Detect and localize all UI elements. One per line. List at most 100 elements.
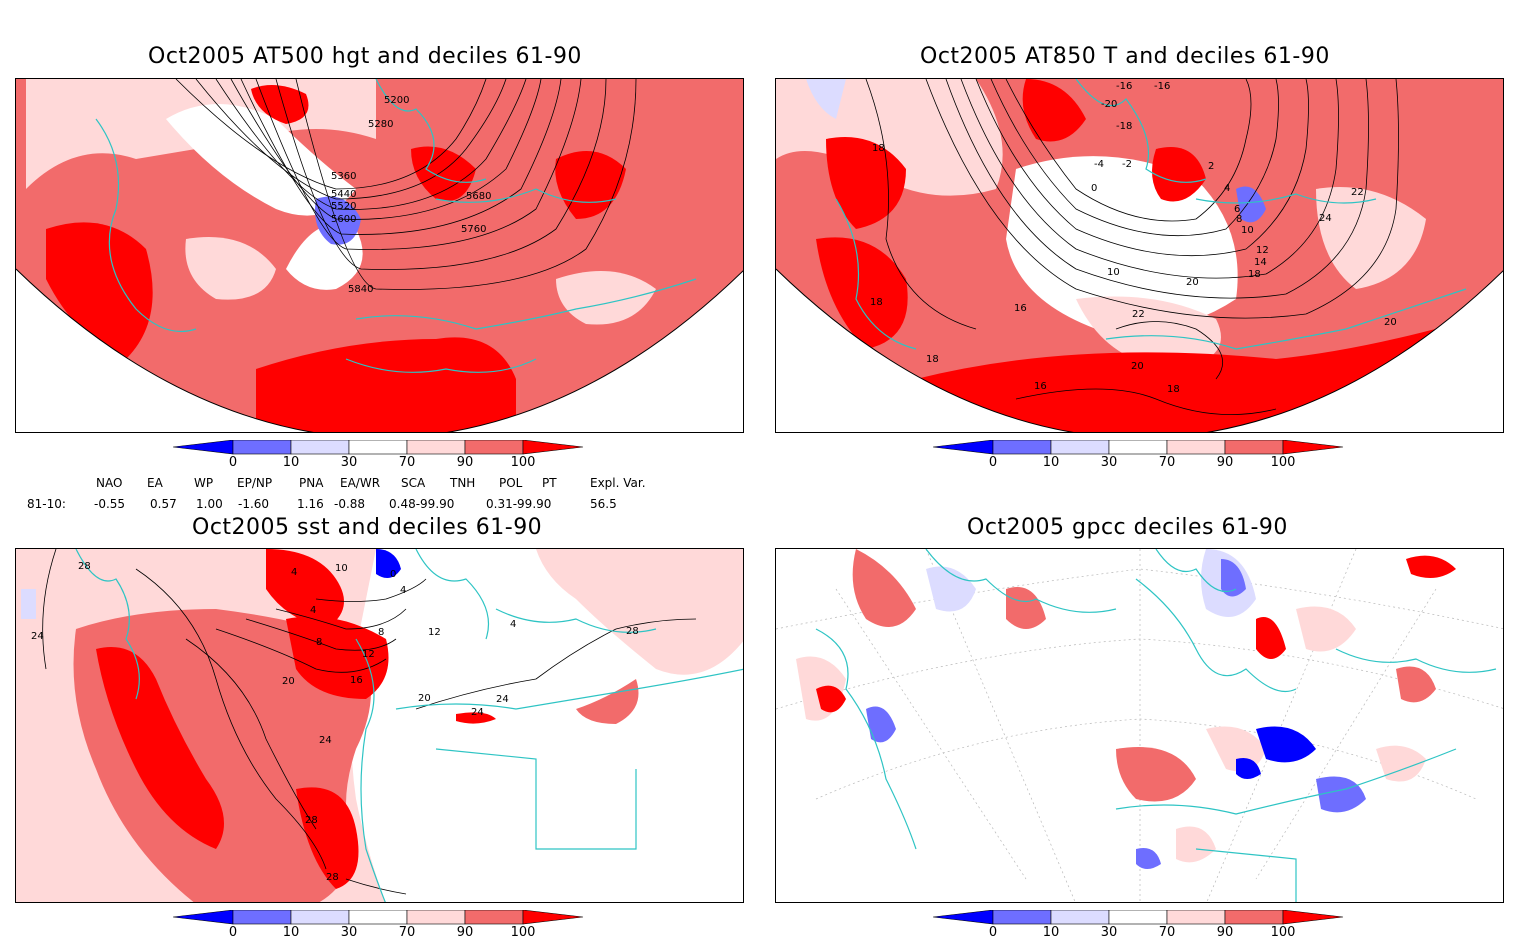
index-value: -0.55 [94,497,126,511]
contour-label: 24 [471,707,484,718]
index-header: Expl. Var. [590,476,646,490]
contour-label: 4 [510,619,516,630]
contour-label: 16 [350,675,363,686]
index-value: 0.57 [150,497,177,511]
contour-label: 18 [926,354,939,365]
region-blue [1236,186,1266,223]
contour-label: 14 [1254,257,1267,268]
colorbar-tick-label: 70 [1158,925,1176,940]
colorbar-tick-label: 10 [282,455,300,470]
colorbar-tick-label: 0 [228,925,238,940]
colorbar-tick-label: 70 [398,925,416,940]
colorbar-tick-label: 90 [456,455,474,470]
map-at850-svg: -16 -16 -20 -18 -4 -2 0 2 4 6 8 10 10 12… [776,79,1503,432]
contour-label: 5520 [331,201,356,212]
contour-label: 16 [1034,381,1047,392]
region-red-1 [46,222,153,359]
colorbar-tick-label: 90 [1216,455,1234,470]
hemisphere-edge [776,268,1503,432]
contour-label: 24 [496,694,509,705]
contour-label: 18 [1248,269,1261,280]
colorbar-tick-label: 70 [398,455,416,470]
contour-label: -4 [1094,159,1104,170]
colorbar-tick-label: 0 [988,925,998,940]
index-row-label: 81-10: [27,497,66,511]
contour-label: 5760 [461,224,486,235]
contour-label: 24 [1319,213,1332,224]
index-value: 56.5 [590,497,617,511]
contour-label: -20 [1101,99,1117,110]
colorbar-tick-label: 0 [988,455,998,470]
index-value: 0.31-99.90 [486,497,552,511]
contour-label: -2 [1122,159,1132,170]
panel-title-at850: Oct2005 AT850 T and deciles 61-90 [920,44,1330,69]
map-sst-svg: 28 24 4 0 4 4 8 8 12 12 16 20 20 24 24 2… [16,549,743,902]
index-header: SCA [401,476,426,490]
contour-label: 8 [316,637,322,648]
region-light-3 [556,271,656,325]
colorbar-sst [173,910,584,925]
region-light-3 [1316,187,1426,289]
colorbar-at850 [933,440,1344,455]
colorbar-tick-label: 10 [1042,925,1060,940]
contour-label: 8 [1236,214,1242,225]
temp-contours [865,79,1399,415]
index-value: -1.60 [238,497,270,511]
contour-label: 5360 [331,171,356,182]
region-neutral [166,104,356,216]
colorbar-tick-label: 100 [510,925,536,940]
contour-label: 28 [305,815,318,826]
contour-label: -16 [1154,81,1170,92]
contour-label: 18 [872,143,885,154]
contour-label: 22 [1351,187,1364,198]
coastlines [835,79,1467,350]
ocean-hot-2 [266,549,344,629]
map-gpcc [775,548,1504,903]
colorbar-tick-label: 100 [510,455,536,470]
contour-label: 24 [31,631,44,642]
colorbar-tick-label: 30 [1100,455,1118,470]
contour-label: 5280 [368,119,393,130]
ocean-cool [21,589,36,619]
ocean-hot-1 [96,647,224,849]
index-header: POL [499,476,523,490]
contour-label: 28 [626,626,639,637]
panel-title-sst: Oct2005 sst and deciles 61-90 [192,515,543,540]
coastlines [95,79,697,373]
contour-label: 4 [310,605,316,616]
colorbar-tick-label: 10 [282,925,300,940]
contour-label: 28 [326,872,339,883]
colorbar-tick-label: 30 [340,455,358,470]
colorbar-tick-label: 90 [456,925,474,940]
region-red-5 [555,151,626,219]
contour-label: 0 [1091,183,1097,194]
colorbar-tick-label: 100 [1270,925,1296,940]
contour-label: 20 [418,693,431,704]
contour-label: 10 [335,563,348,574]
panel-title-gpcc: Oct2005 gpcc deciles 61-90 [967,515,1288,540]
contour-label: 0 [390,569,396,580]
hgt-contours [175,79,637,290]
map-at500: 5200 5280 5360 5440 5520 5600 5680 5760 … [15,78,744,433]
contour-label: 12 [1256,245,1269,256]
contour-label: 4 [1224,183,1230,194]
colorbar-tick-label: 100 [1270,455,1296,470]
index-header: EA/WR [340,476,381,490]
contour-label: 22 [1132,309,1145,320]
coastlines [75,549,743,902]
map-at850: -16 -16 -20 -18 -4 -2 0 2 4 6 8 10 10 12… [775,78,1504,433]
region-light-2 [185,237,276,300]
contour-label: 5600 [331,214,356,225]
med-warm [576,679,639,724]
colorbar-tick-label: 90 [1216,925,1234,940]
index-header: WP [194,476,214,490]
contour-label: 5200 [384,95,409,106]
contour-label: 4 [400,585,406,596]
map-at500-svg: 5200 5280 5360 5440 5520 5600 5680 5760 … [16,79,743,432]
region-blue [315,196,361,245]
region-blue-light [806,79,846,119]
contour-label: 10 [1107,267,1120,278]
contour-label: 28 [78,561,91,572]
contour-label: 20 [1186,277,1199,288]
contour-label: 12 [428,627,441,638]
